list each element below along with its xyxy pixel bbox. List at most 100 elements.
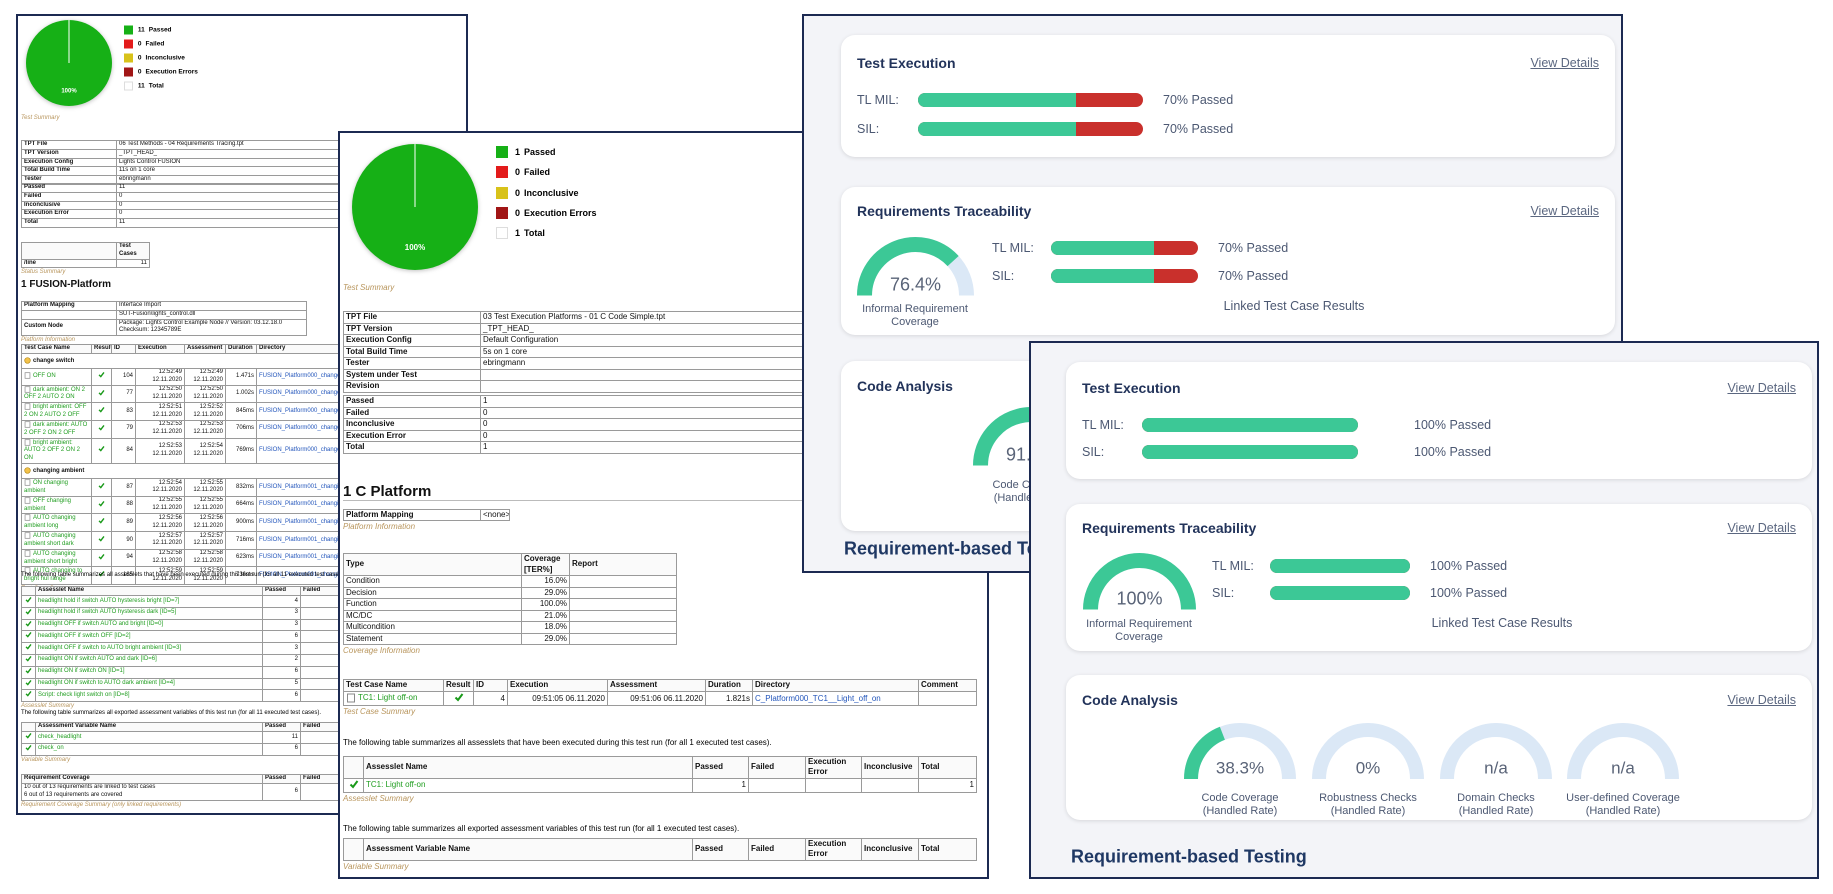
doc-shape — [24, 386, 31, 393]
view-details-link[interactable]: View Details — [1727, 693, 1796, 707]
bar-label: TL MIL: — [1212, 559, 1254, 573]
check-mark — [25, 732, 32, 739]
table-cell: OFF ON — [21, 368, 92, 386]
column-header: Passed — [262, 722, 301, 732]
bar-value-label: 70% Passed — [1218, 241, 1289, 255]
bar-value-label: 100% Passed — [1430, 586, 1508, 600]
data-table: Platform Mapping Interface Import SUT-Fusi… — [21, 301, 307, 337]
table-cell: System under Test — [343, 368, 481, 381]
result-cell — [21, 689, 36, 703]
view-details-link[interactable]: View Details — [1530, 56, 1599, 70]
table-cell: 832ms — [225, 478, 257, 497]
table-cell: Package: Lights Control Example Node // … — [116, 318, 307, 337]
table-cell: 1 — [692, 777, 749, 794]
table-row: headlight ON if switch to AUTO dark ambi… — [21, 677, 341, 691]
check-mark — [98, 372, 105, 379]
table-cell: Execution Config — [21, 157, 117, 168]
doc-icon — [24, 567, 31, 575]
table-cell: TPT Version — [21, 148, 117, 159]
legend-item: 1 Passed — [496, 146, 556, 158]
table-cell: Total — [21, 218, 117, 228]
card-title: Test Execution — [1082, 380, 1181, 396]
bar-track — [1051, 269, 1198, 283]
result-cell — [443, 690, 474, 707]
doc-icon — [24, 421, 31, 428]
result-cell — [91, 437, 112, 465]
legend-count: 0 — [515, 207, 521, 218]
table-cell: 706ms — [225, 419, 257, 439]
table-caption: Assesslet Summary — [21, 703, 75, 709]
cell-text: AUTO changing ambient short dark — [24, 533, 76, 547]
table-cell: headlight ON if switch AUTO and dark [ID… — [35, 653, 263, 667]
table-cell: headlight ON if switch ON [ID=1] — [35, 665, 263, 679]
gauge-caption: Informal Requirement Coverage — [1064, 618, 1214, 643]
table-cell: Function — [343, 598, 522, 611]
table-row: Platform Mapping Interface Import — [21, 301, 307, 311]
table-cell: 1 — [918, 777, 977, 794]
table-cell: Condition — [343, 575, 522, 588]
bar-track — [1051, 241, 1198, 255]
table-cell — [300, 606, 341, 620]
cell-text: OFF ON — [33, 373, 56, 380]
check-mark — [98, 518, 105, 525]
card: Test Execution View Details TL MIL: 100% Pa… — [1066, 362, 1812, 479]
table-caption: Variable Summary — [21, 757, 71, 763]
header-row: Test Cases — [21, 242, 150, 260]
check-mark — [25, 667, 32, 674]
legend-swatch — [124, 25, 133, 35]
card-title: Code Analysis — [857, 378, 953, 394]
table-cell: 29.0% — [521, 586, 570, 599]
table-row: check_on 6 — [21, 742, 341, 756]
gauge-label: 76.4% — [889, 274, 940, 294]
table-cell: 12:52:53 12.11.2020 — [184, 419, 226, 439]
table-cell: MC/DC — [343, 609, 522, 622]
table-row: Condition 16.0% — [343, 575, 677, 588]
pass-icon — [25, 679, 32, 686]
table-cell: 769ms — [225, 437, 257, 465]
table-cell: 87 — [111, 478, 136, 497]
cell-text: OFF changing ambient — [24, 497, 72, 512]
table-cell: Passed — [21, 183, 117, 193]
caption-line: Informal Requirement Coverage — [862, 303, 968, 328]
table-cell: 94 — [111, 548, 136, 568]
table-cell — [300, 665, 341, 679]
pass-icon — [25, 691, 32, 698]
table-cell: ON changing ambient — [21, 478, 92, 497]
table-cell — [21, 309, 117, 320]
cell-text: TC1: Light off-on — [358, 693, 418, 703]
table-cell — [300, 595, 341, 608]
gauge-caption: Robustness Checks (Handled Rate) — [1306, 792, 1431, 817]
column-header: Failed — [300, 774, 341, 784]
section-heading: 1 C Platform — [343, 483, 987, 501]
table-cell: 623ms — [225, 548, 257, 568]
data-table: Test Case Name Result ID Execution Assessmen… — [343, 679, 977, 707]
table-cell: dark ambient: AUTO 2 OFF 2 ON 2 OFF — [21, 419, 92, 439]
view-details-link[interactable]: View Details — [1530, 204, 1599, 218]
column-header: Type — [343, 553, 522, 576]
result-cell — [21, 677, 36, 691]
gauge: 0% — [1312, 723, 1424, 780]
table-row: headlight hold if switch AUTO hysteresis… — [21, 595, 341, 608]
bar-track — [1270, 586, 1410, 600]
gauge-track — [1567, 723, 1679, 780]
legend-swatch — [496, 146, 508, 158]
table-cell: 12:52:49 12.11.2020 — [135, 368, 185, 386]
view-details-link[interactable]: View Details — [1727, 381, 1796, 395]
pie-label: 100% — [61, 89, 77, 95]
table-row: Platform Mapping <none> — [343, 508, 510, 522]
table-cell: 12:52:55 12.11.2020 — [135, 495, 185, 515]
view-details-link[interactable]: View Details — [1727, 521, 1796, 535]
legend-label: Execution Errors — [524, 207, 597, 218]
data-table: Requirement Coverage Passed Failed 10 out o… — [21, 774, 341, 801]
card: Requirements Traceability View Details 100… — [1066, 504, 1812, 651]
table-cell — [300, 742, 341, 756]
pass-icon — [98, 424, 105, 431]
table-cell: 736ms — [225, 566, 257, 586]
table-cell: 12:52:50 12.11.2020 — [184, 384, 226, 404]
table-row: headlight OFF if switch OFF [ID=2] 6 — [21, 630, 341, 644]
pass-icon — [98, 389, 105, 396]
rows-caption: Linked Test Case Results — [1223, 299, 1365, 313]
legend-swatch — [496, 227, 508, 240]
pass-icon — [98, 553, 105, 560]
result-cell — [91, 368, 112, 386]
